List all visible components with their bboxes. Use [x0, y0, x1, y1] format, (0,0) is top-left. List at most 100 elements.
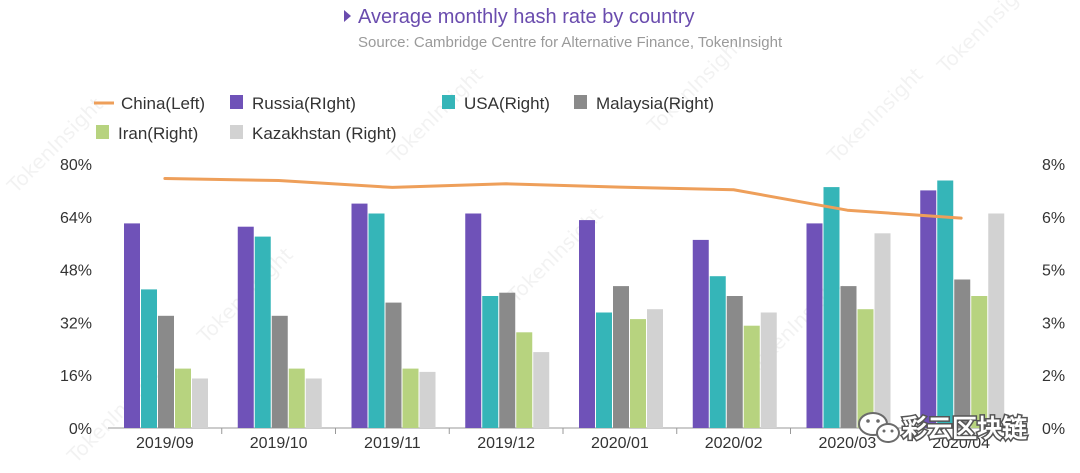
bar — [271, 315, 288, 428]
legend-swatch — [442, 95, 455, 109]
bar — [254, 236, 271, 428]
bar — [630, 319, 646, 428]
bar — [806, 223, 823, 428]
bar — [647, 309, 663, 428]
bar — [743, 325, 760, 428]
bar — [141, 289, 157, 428]
bar — [175, 368, 191, 428]
series-usa-right — [141, 180, 954, 428]
bar — [709, 276, 726, 428]
watermark-5: TokenInsight — [822, 62, 928, 168]
title-group: Average monthly hash rate by country Sou… — [344, 6, 783, 51]
legend-label: China(Left) — [121, 94, 205, 113]
bar — [192, 378, 208, 428]
line-layer — [163, 177, 963, 220]
series-russia-right — [124, 190, 937, 428]
chart-title: Average monthly hash rate by country — [358, 6, 694, 28]
x-tick-label: 2019/10 — [250, 435, 308, 452]
bar — [499, 292, 516, 428]
legend-item: Kazakhstan (Right) — [230, 124, 397, 143]
y-left-tick-label: 0% — [69, 421, 92, 438]
y-left-tick-label: 48% — [60, 263, 92, 280]
legend-label: Iran(Right) — [118, 124, 198, 143]
bar — [726, 296, 743, 428]
bar — [158, 315, 174, 428]
y-right-tick-label: 8% — [1042, 157, 1065, 174]
x-tick-label: 2020/04 — [932, 435, 990, 452]
legend-swatch — [574, 95, 587, 109]
bar — [579, 220, 595, 428]
bar — [874, 233, 891, 428]
legend: China(Left) Russia(RIght) USA(Right) Malays… — [94, 94, 714, 143]
watermark-text: TokenInsight — [382, 62, 488, 168]
y-left-tick-label: 80% — [60, 157, 92, 174]
bar — [760, 312, 777, 428]
legend-item: Russia(RIght) — [230, 94, 356, 113]
bar — [516, 332, 533, 428]
series-kazakhstan-right — [192, 213, 1005, 428]
x-tick-label: 2019/09 — [136, 435, 194, 452]
bar — [954, 279, 971, 428]
bar — [988, 213, 1005, 428]
bar — [692, 239, 709, 428]
bar — [385, 302, 402, 428]
watermark-6: TokenInsight — [932, 0, 1038, 78]
legend-swatch — [96, 125, 109, 139]
y-left-tick-label: 32% — [60, 315, 92, 332]
wechat-icon — [858, 412, 900, 443]
series-malaysia-right — [158, 279, 971, 428]
y-left-tick-label: 16% — [60, 368, 92, 385]
y-right-tick-label: 3% — [1042, 315, 1065, 332]
legend-label: Russia(RIght) — [252, 94, 356, 113]
bar — [368, 213, 385, 428]
watermark-logo-text: 彩云区块链 — [902, 414, 1027, 443]
x-tick-label: 2020/01 — [591, 435, 649, 452]
y-right-tick-label: 0% — [1042, 421, 1065, 438]
y-right-tick-label: 5% — [1042, 263, 1065, 280]
bar — [465, 213, 482, 428]
legend-swatch — [230, 95, 243, 109]
legend-item: USA(Right) — [442, 94, 550, 113]
bar — [482, 296, 499, 428]
legend-item: Iran(Right) — [96, 124, 198, 143]
watermark-2: TokenInsight — [382, 62, 488, 168]
bars — [124, 180, 1005, 428]
legend-label: Kazakhstan (Right) — [252, 124, 397, 143]
watermark-0: TokenInsight — [2, 92, 108, 198]
series-china-line — [163, 177, 963, 220]
bar — [288, 368, 305, 428]
y-left-tick-label: 64% — [60, 210, 92, 227]
bar — [920, 190, 937, 428]
bar — [305, 378, 322, 428]
bar — [971, 296, 988, 428]
x-tick-label: 2020/03 — [818, 435, 876, 452]
watermark-text: TokenInsight — [2, 92, 108, 198]
legend-label: USA(Right) — [464, 94, 550, 113]
bar — [351, 203, 368, 428]
bar — [823, 187, 840, 428]
bar — [840, 286, 857, 428]
chart-subtitle: Source: Cambridge Centre for Alternative… — [358, 34, 783, 51]
watermark-text: TokenInsight — [932, 0, 1038, 78]
title-triangle-icon — [344, 10, 351, 22]
axes: 0% 16% 32% 48% 64% 80% 0% 2% 3% 5% 6% 8% 2019/09 2019… — [60, 157, 1065, 452]
bar — [419, 371, 436, 428]
wechat-logo: 彩云区块链 — [858, 412, 1029, 445]
x-tick-label: 2019/11 — [364, 435, 421, 452]
series-iran-right — [175, 296, 988, 428]
bar — [596, 312, 612, 428]
watermark-text: TokenInsight — [822, 62, 928, 168]
y-right-tick-label: 2% — [1042, 368, 1065, 385]
legend-item: Malaysia(Right) — [574, 94, 714, 113]
bar — [937, 180, 954, 428]
legend-label: Malaysia(Right) — [596, 94, 714, 113]
bar — [857, 309, 874, 428]
y-right-tick-label: 6% — [1042, 210, 1065, 227]
x-tick-label: 2020/02 — [705, 435, 763, 452]
bar — [124, 223, 140, 428]
bar — [402, 368, 419, 428]
bar — [613, 286, 629, 428]
bar — [533, 352, 550, 428]
